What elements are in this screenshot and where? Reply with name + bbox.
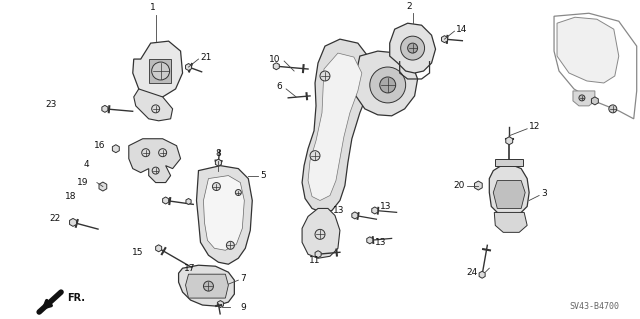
Polygon shape: [302, 208, 340, 258]
Text: 12: 12: [529, 122, 541, 131]
Polygon shape: [70, 219, 76, 226]
Circle shape: [152, 105, 159, 113]
Text: 7: 7: [241, 274, 246, 283]
Polygon shape: [490, 165, 529, 216]
Polygon shape: [148, 59, 171, 83]
Text: 22: 22: [50, 214, 61, 223]
Polygon shape: [186, 198, 191, 204]
Polygon shape: [218, 300, 223, 308]
Text: 4: 4: [83, 160, 89, 169]
Text: 16: 16: [94, 141, 106, 150]
Polygon shape: [99, 182, 107, 191]
Polygon shape: [113, 145, 119, 153]
Polygon shape: [390, 23, 436, 73]
Text: 6: 6: [276, 82, 282, 92]
Circle shape: [408, 43, 418, 53]
Polygon shape: [273, 63, 279, 70]
Polygon shape: [591, 97, 598, 105]
Polygon shape: [355, 51, 418, 116]
Polygon shape: [442, 36, 447, 43]
Text: 3: 3: [541, 189, 547, 198]
Text: 8: 8: [216, 149, 221, 158]
Circle shape: [315, 229, 325, 239]
Text: 20: 20: [453, 181, 465, 190]
Text: 2: 2: [407, 2, 412, 11]
Text: 14: 14: [456, 25, 468, 34]
Text: 1: 1: [150, 3, 156, 12]
Text: FR.: FR.: [67, 293, 85, 303]
Text: 11: 11: [308, 256, 320, 265]
Circle shape: [236, 189, 241, 196]
Polygon shape: [134, 89, 173, 121]
Polygon shape: [352, 212, 358, 219]
Circle shape: [152, 62, 170, 80]
Circle shape: [310, 151, 320, 161]
Polygon shape: [367, 237, 373, 244]
Circle shape: [370, 67, 406, 103]
Polygon shape: [506, 137, 513, 145]
Text: 15: 15: [132, 248, 144, 257]
Polygon shape: [557, 17, 619, 83]
Polygon shape: [163, 197, 169, 204]
Polygon shape: [479, 271, 485, 278]
Text: 9: 9: [241, 302, 246, 312]
Polygon shape: [156, 245, 162, 252]
Circle shape: [579, 95, 585, 101]
Circle shape: [401, 36, 424, 60]
Polygon shape: [132, 41, 182, 97]
Polygon shape: [179, 265, 234, 306]
Polygon shape: [102, 105, 108, 112]
Text: 13: 13: [375, 238, 387, 247]
Circle shape: [609, 105, 617, 113]
Text: 24: 24: [466, 268, 477, 277]
Polygon shape: [474, 181, 482, 190]
Text: 10: 10: [269, 55, 280, 63]
Circle shape: [152, 167, 159, 174]
Text: 19: 19: [77, 178, 89, 187]
Circle shape: [380, 77, 396, 93]
Polygon shape: [129, 139, 180, 182]
Polygon shape: [315, 251, 321, 258]
Circle shape: [320, 71, 330, 81]
Text: 18: 18: [65, 192, 76, 201]
Polygon shape: [204, 175, 244, 250]
Polygon shape: [196, 166, 252, 264]
Text: 17: 17: [184, 264, 195, 273]
Circle shape: [159, 149, 166, 157]
Polygon shape: [308, 53, 362, 200]
Text: 5: 5: [260, 171, 266, 180]
Text: SV43-B4700: SV43-B4700: [569, 301, 619, 311]
Circle shape: [227, 241, 234, 249]
Circle shape: [204, 281, 213, 291]
Polygon shape: [186, 63, 191, 70]
Polygon shape: [573, 91, 595, 106]
Polygon shape: [494, 212, 527, 232]
Text: 23: 23: [45, 100, 57, 109]
Polygon shape: [216, 159, 221, 166]
Text: 21: 21: [200, 53, 212, 62]
Circle shape: [212, 182, 220, 190]
Circle shape: [141, 149, 150, 157]
Text: 13: 13: [333, 206, 345, 215]
Polygon shape: [495, 159, 523, 166]
Polygon shape: [372, 207, 378, 214]
Polygon shape: [186, 274, 228, 298]
Polygon shape: [493, 181, 525, 208]
Text: 13: 13: [380, 202, 391, 211]
Polygon shape: [302, 39, 372, 212]
